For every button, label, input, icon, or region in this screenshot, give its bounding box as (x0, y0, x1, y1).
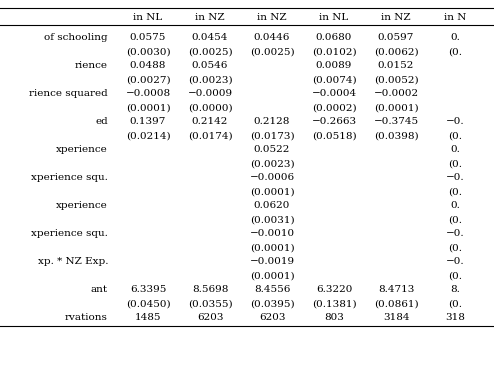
Text: (0.0062): (0.0062) (373, 47, 418, 56)
Text: 0.2142: 0.2142 (192, 117, 228, 126)
Text: (0.0031): (0.0031) (249, 215, 294, 224)
Text: (0.0001): (0.0001) (249, 243, 294, 252)
Text: 0.1397: 0.1397 (130, 117, 166, 126)
Text: xperience squ.: xperience squ. (31, 229, 108, 238)
Text: xperience squ.: xperience squ. (31, 173, 108, 182)
Text: (0.0052): (0.0052) (373, 75, 418, 84)
Text: (0.0001): (0.0001) (125, 103, 170, 112)
Text: (0.0355): (0.0355) (188, 299, 232, 308)
Text: 6.3395: 6.3395 (130, 285, 166, 294)
Text: 6203: 6203 (259, 313, 285, 322)
Text: 0.0454: 0.0454 (192, 33, 228, 42)
Text: 0.0522: 0.0522 (254, 145, 290, 154)
Text: 3184: 3184 (383, 313, 409, 322)
Text: 8.4713: 8.4713 (378, 285, 414, 294)
Text: xp. * NZ Exp.: xp. * NZ Exp. (38, 257, 108, 266)
Text: 0.0152: 0.0152 (378, 61, 414, 70)
Text: (0.0173): (0.0173) (249, 131, 294, 140)
Text: −0.0009: −0.0009 (187, 89, 233, 98)
Text: 8.4556: 8.4556 (254, 285, 290, 294)
Text: 1485: 1485 (135, 313, 161, 322)
Text: (0.: (0. (448, 187, 462, 196)
Text: −0.0002: −0.0002 (373, 89, 418, 98)
Text: 803: 803 (324, 313, 344, 322)
Text: 318: 318 (445, 313, 465, 322)
Text: (0.0025): (0.0025) (188, 47, 232, 56)
Text: (0.0001): (0.0001) (249, 271, 294, 280)
Text: −0.0010: −0.0010 (249, 229, 294, 238)
Text: 0.0680: 0.0680 (316, 33, 352, 42)
Text: rience squared: rience squared (29, 89, 108, 98)
Text: (0.: (0. (448, 159, 462, 168)
Text: (0.: (0. (448, 299, 462, 308)
Text: ed: ed (95, 117, 108, 126)
Text: (0.0450): (0.0450) (125, 299, 170, 308)
Text: (0.: (0. (448, 47, 462, 56)
Text: (0.: (0. (448, 271, 462, 280)
Text: of schooling: of schooling (44, 33, 108, 42)
Text: 8.: 8. (450, 285, 460, 294)
Text: (0.0395): (0.0395) (249, 299, 294, 308)
Text: (0.0102): (0.0102) (312, 47, 356, 56)
Text: 6203: 6203 (197, 313, 223, 322)
Text: (0.0861): (0.0861) (373, 299, 418, 308)
Text: 0.0597: 0.0597 (378, 33, 414, 42)
Text: rience: rience (75, 61, 108, 70)
Text: 6.3220: 6.3220 (316, 285, 352, 294)
Text: −0.0008: −0.0008 (125, 89, 170, 98)
Text: 0.0089: 0.0089 (316, 61, 352, 70)
Text: in NL: in NL (320, 12, 349, 22)
Text: ant: ant (91, 285, 108, 294)
Text: 0.0546: 0.0546 (192, 61, 228, 70)
Text: 0.0446: 0.0446 (254, 33, 290, 42)
Text: (0.0023): (0.0023) (188, 75, 232, 84)
Text: −0.: −0. (446, 257, 464, 266)
Text: in NL: in NL (133, 12, 163, 22)
Text: in NZ: in NZ (195, 12, 225, 22)
Text: 0.0620: 0.0620 (254, 201, 290, 210)
Text: (0.0214): (0.0214) (125, 131, 170, 140)
Text: in NZ: in NZ (257, 12, 287, 22)
Text: (0.0023): (0.0023) (249, 159, 294, 168)
Text: (0.: (0. (448, 215, 462, 224)
Text: (0.0001): (0.0001) (373, 103, 418, 112)
Text: (0.1381): (0.1381) (312, 299, 356, 308)
Text: 0.0488: 0.0488 (130, 61, 166, 70)
Text: 0.0575: 0.0575 (130, 33, 166, 42)
Text: −0.0019: −0.0019 (249, 257, 294, 266)
Text: −0.: −0. (446, 173, 464, 182)
Text: rvations: rvations (65, 313, 108, 322)
Text: (0.0025): (0.0025) (249, 47, 294, 56)
Text: in N: in N (444, 12, 466, 22)
Text: xperience: xperience (56, 145, 108, 154)
Text: −0.0004: −0.0004 (311, 89, 357, 98)
Text: (0.0398): (0.0398) (373, 131, 418, 140)
Text: (0.0002): (0.0002) (312, 103, 356, 112)
Text: (0.0027): (0.0027) (125, 75, 170, 84)
Text: (0.0174): (0.0174) (188, 131, 232, 140)
Text: 0.: 0. (450, 145, 460, 154)
Text: (0.0001): (0.0001) (249, 187, 294, 196)
Text: 0.: 0. (450, 201, 460, 210)
Text: −0.: −0. (446, 117, 464, 126)
Text: (0.: (0. (448, 131, 462, 140)
Text: xperience: xperience (56, 201, 108, 210)
Text: 0.2128: 0.2128 (254, 117, 290, 126)
Text: 0.: 0. (450, 33, 460, 42)
Text: (0.0000): (0.0000) (188, 103, 232, 112)
Text: −0.2663: −0.2663 (311, 117, 357, 126)
Text: 8.5698: 8.5698 (192, 285, 228, 294)
Text: −0.0006: −0.0006 (249, 173, 294, 182)
Text: −0.: −0. (446, 229, 464, 238)
Text: (0.0518): (0.0518) (312, 131, 356, 140)
Text: (0.0074): (0.0074) (312, 75, 356, 84)
Text: −0.3745: −0.3745 (373, 117, 418, 126)
Text: in NZ: in NZ (381, 12, 411, 22)
Text: (0.0030): (0.0030) (125, 47, 170, 56)
Text: (0.: (0. (448, 243, 462, 252)
